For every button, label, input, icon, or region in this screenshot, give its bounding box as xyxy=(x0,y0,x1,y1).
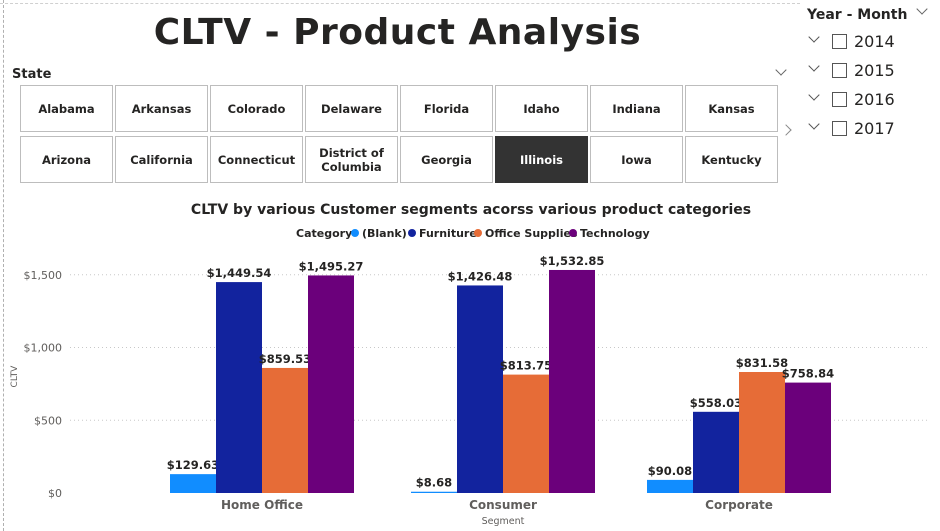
chevron-down-icon[interactable] xyxy=(808,118,820,130)
year-item[interactable]: 2015 xyxy=(808,60,928,82)
data-label: $813.75 xyxy=(500,359,552,373)
chevron-down-icon[interactable] xyxy=(775,64,787,76)
checkbox[interactable] xyxy=(832,63,847,78)
data-label: $859.53 xyxy=(259,352,311,366)
data-label: $90.08 xyxy=(648,464,692,478)
bar xyxy=(693,411,739,493)
state-tile[interactable]: Arkansas xyxy=(115,85,208,132)
chevron-down-icon[interactable] xyxy=(808,60,820,72)
bar xyxy=(739,372,785,493)
x-tick-label: Home Office xyxy=(221,498,303,512)
bar xyxy=(457,285,503,493)
legend-marker xyxy=(569,229,577,237)
state-tile[interactable]: District of Columbia xyxy=(305,136,398,183)
y-tick-label: $0 xyxy=(48,487,62,500)
state-slicer-label: State xyxy=(12,67,52,82)
year-label: 2015 xyxy=(854,61,895,80)
state-tile[interactable]: Connecticut xyxy=(210,136,303,183)
state-tile[interactable]: Iowa xyxy=(590,136,683,183)
legend-marker xyxy=(351,229,359,237)
y-tick-label: $1,500 xyxy=(24,269,63,282)
state-slicer-tiles: Alabama Arkansas Colorado Delaware Florida Id… xyxy=(20,85,780,185)
state-tile[interactable]: Alabama xyxy=(20,85,113,132)
chevron-down-icon[interactable] xyxy=(808,89,820,101)
data-label: $1,495.27 xyxy=(299,259,364,273)
bar xyxy=(308,275,354,493)
state-tile[interactable]: Colorado xyxy=(210,85,303,132)
data-label: $1,449.54 xyxy=(207,266,272,280)
legend-label: (Blank) xyxy=(362,227,407,240)
legend-title: Category xyxy=(296,227,352,240)
chart-title: CLTV by various Customer segments acorss… xyxy=(191,202,751,218)
bar xyxy=(216,282,262,493)
year-item[interactable]: 2017 xyxy=(808,118,928,140)
data-label: $1,426.48 xyxy=(448,269,513,283)
legend-label: Technology xyxy=(580,227,650,240)
bar xyxy=(549,269,595,493)
legend-label: Office Supplies xyxy=(485,227,578,240)
state-tile[interactable]: Idaho xyxy=(495,85,588,132)
y-tick-label: $500 xyxy=(34,414,62,427)
y-tick-label: $1,000 xyxy=(24,342,63,355)
data-label: $129.63 xyxy=(167,458,219,472)
page-border xyxy=(3,0,4,531)
x-tick-label: Consumer xyxy=(469,498,537,512)
legend-marker xyxy=(408,229,416,237)
year-month-slicer-title: Year - Month xyxy=(807,7,908,23)
state-tile[interactable]: Kansas xyxy=(685,85,778,132)
bar xyxy=(170,474,216,493)
legend-label: Furniture xyxy=(419,227,477,240)
year-label: 2014 xyxy=(854,32,895,51)
chevron-down-icon[interactable] xyxy=(916,3,928,15)
bar xyxy=(262,367,308,493)
year-item[interactable]: 2014 xyxy=(808,31,928,53)
state-tile[interactable]: Georgia xyxy=(400,136,493,183)
year-label: 2017 xyxy=(854,119,895,138)
checkbox[interactable] xyxy=(832,92,847,107)
bar xyxy=(411,491,457,493)
checkbox[interactable] xyxy=(832,121,847,136)
data-label: $8.68 xyxy=(416,476,452,490)
state-tile[interactable]: Florida xyxy=(400,85,493,132)
page-border-top xyxy=(0,3,800,4)
state-tile[interactable]: Arizona xyxy=(20,136,113,183)
chevron-down-icon[interactable] xyxy=(808,31,820,43)
bar xyxy=(647,479,693,493)
state-tile[interactable]: Kentucky xyxy=(685,136,778,183)
bar xyxy=(785,382,831,493)
state-tile[interactable]: Illinois xyxy=(495,136,588,183)
year-item[interactable]: 2016 xyxy=(808,89,928,111)
data-label: $558.03 xyxy=(690,396,742,410)
chevron-right-icon[interactable] xyxy=(780,124,792,136)
data-label: $758.84 xyxy=(782,367,834,381)
data-label: $1,532.85 xyxy=(540,254,605,268)
bar xyxy=(503,374,549,493)
data-label: $831.58 xyxy=(736,356,788,370)
legend-marker xyxy=(474,229,482,237)
state-tile[interactable]: California xyxy=(115,136,208,183)
year-label: 2016 xyxy=(854,90,895,109)
page-title: CLTV - Product Analysis xyxy=(153,12,642,53)
checkbox[interactable] xyxy=(832,34,847,49)
cltv-bar-chart: CLTV by various Customer segments acorss… xyxy=(10,202,930,527)
state-tile[interactable]: Delaware xyxy=(305,85,398,132)
state-tile[interactable]: Indiana xyxy=(590,85,683,132)
x-tick-label: Corporate xyxy=(705,498,773,512)
x-axis-title: Segment xyxy=(482,516,525,527)
y-axis-title: CLTV xyxy=(10,365,20,388)
